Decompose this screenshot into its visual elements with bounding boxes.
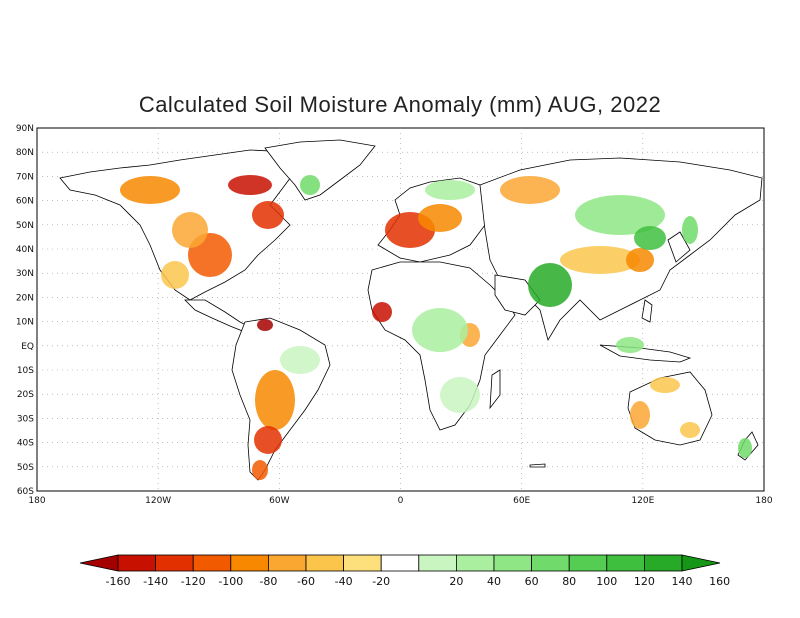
colorbar-swatch [568, 554, 608, 572]
colorbar-tick-label: 40 [487, 575, 501, 588]
lon-tick-label: 60W [269, 496, 289, 506]
colorbar-tick-label: 100 [596, 575, 617, 588]
colorbar-swatch [305, 554, 344, 572]
colorbar-swatch [230, 554, 269, 572]
colorbar-swatch [380, 554, 420, 572]
lat-tick-label: 70N [16, 172, 34, 182]
colorbar-tick-label: -120 [181, 575, 206, 588]
colorbar-swatch [192, 554, 232, 572]
colorbar [79, 554, 721, 572]
lon-tick-label: 180 [755, 496, 772, 506]
colorbar-swatch [267, 554, 307, 572]
colorbar-right-arrow [681, 554, 721, 572]
lat-tick-label: 20S [17, 390, 34, 400]
madagascar [489, 369, 501, 410]
colorbar-swatch [644, 554, 683, 572]
colorbar-tick-label: -80 [259, 575, 277, 588]
lat-tick-label: 60S [17, 487, 34, 497]
colorbar-tick-label: 80 [562, 575, 576, 588]
map-title: Calculated Soil Moisture Anomaly (mm) AU… [138, 92, 662, 117]
lon-tick-label: 120W [145, 496, 171, 506]
lon-tick-label: 0 [398, 496, 404, 506]
colorbar-tick-label: -40 [335, 575, 353, 588]
lat-tick-label: 80N [16, 148, 34, 158]
colorbar-tick-label: -100 [218, 575, 243, 588]
lat-tick-label: EQ [21, 342, 34, 352]
colorbar-tick-label: 60 [525, 575, 539, 588]
colorbar-tick-label: -20 [372, 575, 390, 588]
japan [667, 231, 691, 263]
lon-tick-label: 180 [28, 496, 45, 506]
colorbar-tick-label: -140 [143, 575, 168, 588]
colorbar-swatch [493, 554, 532, 572]
colorbar-tick-label: 140 [672, 575, 693, 588]
lon-tick-label: 120E [631, 496, 654, 506]
colorbar-tick-label: 120 [634, 575, 655, 588]
philippines [641, 299, 653, 323]
colorbar-swatch [531, 554, 570, 572]
colorbar-swatch [418, 554, 457, 572]
latitude-labels: 90N 80N 70N 60N 50N 40N 30N 20N 10N EQ 10S 20S 30S 40… [16, 124, 34, 497]
colorbar-swatch [606, 554, 645, 572]
lat-tick-label: 10S [17, 366, 34, 376]
colorbar-swatch [117, 554, 156, 572]
lat-tick-label: 40N [16, 245, 34, 255]
greenland [264, 139, 376, 201]
colorbar-tick-label: -160 [106, 575, 131, 588]
lat-tick-label: 30S [17, 414, 34, 424]
lat-tick-label: 40S [17, 439, 34, 449]
lat-tick-label: 90N [16, 124, 34, 134]
colorbar-labels: -160 -140 -120 -100 -80 -60 -40 -20 20 40 60 80 100 1… [106, 575, 731, 588]
lat-tick-label: 50S [17, 463, 34, 473]
colorbar-tick-label: 20 [449, 575, 463, 588]
lat-tick-label: 50N [16, 221, 34, 231]
colorbar-tick-label: 160 [709, 575, 730, 588]
wet-anomalies [280, 175, 752, 458]
lat-tick-label: 10N [16, 318, 34, 328]
colorbar-swatch [343, 554, 382, 572]
lat-tick-label: 30N [16, 269, 34, 279]
colorbar-swatch [455, 554, 495, 572]
colorbar-left-arrow [79, 554, 119, 572]
lat-tick-label: 60N [16, 197, 34, 207]
dry-anomalies [120, 175, 700, 480]
lat-tick-label: 20N [16, 293, 34, 303]
lon-tick-label: 60E [513, 496, 530, 506]
antarctica-edge [529, 463, 546, 468]
longitude-labels: 180 120W 60W 0 60E 120E 180 [28, 496, 772, 506]
colorbar-swatch [155, 554, 194, 572]
colorbar-tick-label: -60 [297, 575, 315, 588]
